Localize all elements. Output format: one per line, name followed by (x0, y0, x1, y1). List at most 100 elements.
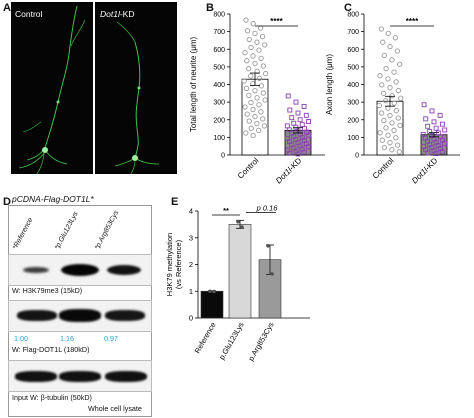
data-point-control (380, 90, 387, 96)
x-tick-label: p.Arg853Cys (246, 320, 276, 362)
data-point-kd (284, 123, 290, 129)
data-point-kd (439, 149, 445, 155)
data-point-control (246, 36, 252, 43)
data-point-kd (425, 123, 431, 129)
data-point-control (260, 90, 266, 96)
data-point-control (250, 53, 256, 59)
data-point-kd (287, 150, 293, 156)
control-label: Control (15, 9, 43, 19)
y-tick-label: 2 (189, 260, 193, 269)
y-tick-label: 4 (189, 207, 193, 216)
kd-gene: Dot1l (100, 9, 120, 19)
data-point-kd (306, 132, 312, 138)
data-point-control (394, 48, 401, 54)
data-point-kd (289, 115, 295, 121)
bar-0 (200, 290, 224, 319)
data-point-control (378, 26, 385, 32)
data-point-control (246, 118, 252, 124)
data-point-control (248, 44, 254, 51)
data-point-control (381, 144, 388, 151)
y-tick-label: 700 (347, 29, 359, 36)
data-point-control (244, 111, 250, 117)
y-tick-label: 800 (347, 12, 359, 19)
data-point-control (383, 125, 389, 131)
x-tick-label: Control (371, 156, 396, 181)
y-axis-label: Total length of neurite (μm) (189, 37, 198, 133)
data-point-control (242, 104, 248, 110)
data-point-control (385, 132, 391, 138)
data-point-control (383, 65, 389, 72)
y-tick-label: 3 (189, 233, 193, 242)
data-point (212, 289, 216, 294)
data-point-control (395, 87, 402, 94)
data-point-kd (437, 112, 443, 118)
data-point-control (260, 116, 266, 122)
data-point-control (387, 85, 393, 91)
x-tick-label: Reference (193, 321, 218, 355)
data-point-control (259, 33, 266, 40)
data-point-kd (433, 151, 439, 157)
data-point-control (389, 147, 395, 153)
data-point-control (379, 137, 385, 143)
data-point-control (381, 117, 387, 124)
data-point-control (254, 120, 260, 127)
data-point-control (252, 88, 258, 94)
x-tick-label: p.Glu123Lys (217, 320, 246, 361)
y-axis-label: H3K79 methylation (165, 233, 174, 296)
data-point-kd (431, 119, 437, 125)
y-tick-label: 800 (213, 12, 225, 19)
significance-label: p 0.16 (256, 203, 279, 212)
data-point-control (243, 85, 250, 92)
data-point-control (262, 42, 268, 48)
quant-arg853cys: 0.97 (104, 334, 118, 343)
data-point-kd (429, 108, 435, 114)
y-tick-label: 400 (213, 82, 225, 89)
data-point-control (391, 100, 397, 106)
y-axis-label: (vs Reference) (174, 239, 183, 289)
data-point-control (256, 102, 262, 108)
data-point (208, 289, 212, 294)
data-point-control (262, 97, 268, 103)
data-point-control (254, 95, 260, 101)
y-tick-label: 200 (213, 117, 225, 124)
data-point-control (387, 43, 393, 50)
data-point-control (244, 28, 251, 34)
x-tick-label: Dot1l-KD (274, 156, 303, 185)
data-point-control (254, 68, 260, 74)
data-point-control (252, 113, 258, 120)
data-point-kd (293, 99, 299, 105)
kd-suffix: -KD (119, 9, 135, 19)
data-point-control (250, 21, 256, 27)
blot-header: pCDNA-Flag-DOT1L* (12, 194, 94, 204)
data-point-control (387, 112, 393, 119)
micrograph-kd: Dot1l-KD (95, 2, 177, 174)
panel-label-c: C (344, 2, 352, 14)
band (59, 309, 101, 322)
chart-b: 0 100 200 300 400 500 600 700 800 Total length of… (189, 12, 325, 185)
data-point-control (261, 123, 268, 129)
chart-c: 0 100 200 300 400 500 600 700 800 Axon length (μm… (325, 12, 460, 185)
data-point-control (248, 99, 254, 106)
data-point-control (246, 65, 252, 72)
data-point-control (393, 135, 399, 141)
data-point-kd (297, 117, 303, 123)
data-point-kd (303, 112, 309, 118)
y-tick-label: 700 (213, 29, 225, 36)
y-tick-label: 600 (213, 47, 225, 54)
data-point-control (258, 55, 264, 62)
data-point-kd (295, 110, 301, 116)
chart-e: 0 1 2 3 4 H3K79 methylation (vs Reference) Refe… (165, 203, 310, 363)
data-point-kd (433, 125, 439, 131)
quant-glu123lys: 1.16 (60, 334, 74, 343)
y-tick-label: 1 (189, 287, 193, 296)
panel-label-e: E (171, 196, 179, 208)
data-point-kd (442, 140, 448, 146)
data-point-control (242, 50, 248, 56)
data-point-control (397, 122, 403, 129)
data-point-control (256, 127, 262, 133)
data-point-control (256, 75, 262, 81)
data-point-control (396, 149, 402, 155)
data-point-control (398, 95, 404, 101)
data-point-kd (301, 104, 307, 109)
data-point-control (385, 30, 391, 37)
